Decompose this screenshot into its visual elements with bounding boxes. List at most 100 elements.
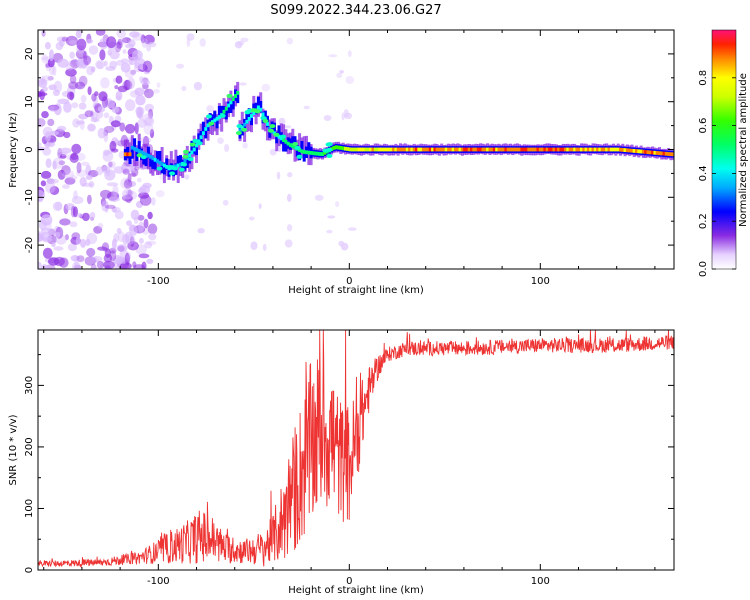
noise-blob [103, 125, 115, 134]
noise-blob [151, 197, 156, 206]
noise-blob [132, 49, 143, 61]
noise-blob [326, 229, 333, 234]
noise-blob [73, 264, 82, 269]
noise-blob [115, 75, 123, 84]
noise-blob [95, 30, 106, 36]
noise-blob [76, 255, 85, 263]
ridge-core [593, 147, 597, 152]
noise-blob [115, 91, 123, 101]
noise-blob [40, 75, 46, 85]
ridge-core [332, 146, 336, 150]
noise-blob [120, 58, 129, 64]
noise-blob [80, 161, 90, 166]
ridge-core [323, 150, 327, 155]
ridge-core [559, 147, 563, 152]
noise-blob [42, 86, 48, 92]
ridge-spark [219, 113, 226, 118]
noise-blob [122, 49, 127, 54]
noise-blob [41, 54, 48, 64]
noise-blob [143, 122, 154, 135]
noise-blob [127, 241, 139, 251]
snr-background [38, 330, 674, 570]
ridge-band [156, 151, 159, 163]
noise-blob [51, 241, 56, 248]
noise-blob [72, 262, 81, 269]
ridge-core [648, 150, 652, 155]
noise-blob [103, 260, 115, 269]
noise-blob [85, 175, 93, 180]
ridge-core [454, 147, 457, 152]
ridge-core [658, 151, 661, 156]
snr-line [38, 330, 674, 569]
noise-blob [261, 83, 271, 92]
noise-blob [100, 77, 110, 89]
ridge-core [236, 91, 240, 95]
y-tick-label: -20 [24, 237, 35, 253]
ridge-core [286, 141, 290, 146]
noise-blob [40, 264, 49, 269]
noise-blob [107, 161, 116, 169]
noise-blob [129, 90, 140, 98]
noise-blob [45, 158, 52, 169]
noise-blob [153, 89, 160, 94]
ridge-core [502, 147, 506, 152]
snr-frame [37, 329, 675, 571]
ridge-spark [296, 154, 303, 159]
noise-blob [109, 247, 117, 254]
ridge-core [291, 144, 295, 149]
noise-blob [69, 221, 78, 228]
ridge-spark [156, 166, 163, 171]
ridge-core [410, 147, 414, 152]
ridge-core [552, 147, 556, 152]
ridge-halo [146, 148, 150, 170]
ridge-band [185, 156, 189, 168]
ridge-core [376, 147, 380, 152]
noise-blob [186, 33, 195, 41]
ridge-core [655, 151, 659, 155]
ridge-core [174, 164, 178, 169]
x-tick-label: 0 [346, 576, 352, 587]
ridge-core [140, 150, 143, 155]
noise-blob [91, 255, 103, 263]
noise-blob [45, 181, 56, 194]
ridge-core [573, 147, 577, 152]
noise-blob [48, 84, 57, 91]
ridge-core [151, 156, 155, 161]
ridge-core [357, 147, 361, 152]
ridge-band [282, 140, 286, 152]
ridge-core [584, 147, 588, 152]
ridge-core [197, 139, 201, 144]
noise-blob [41, 111, 49, 119]
noise-blob [40, 214, 53, 226]
noise-blob [206, 105, 214, 113]
ridge-core [635, 149, 638, 153]
ridge-core [188, 153, 192, 158]
ridge-core [582, 147, 586, 152]
ridge-spark [169, 171, 176, 176]
noise-blob [97, 246, 108, 251]
ridge-core [639, 149, 643, 154]
ridge-band [130, 147, 134, 159]
ridge-band [256, 96, 260, 109]
ridge-band [158, 151, 162, 163]
noise-blob [108, 196, 120, 202]
ridge-band [133, 138, 137, 150]
noise-blob [69, 51, 75, 59]
ridge-band [179, 155, 182, 167]
ridge-core [568, 147, 572, 152]
noise-blob [41, 30, 46, 37]
noise-blob [124, 123, 136, 134]
noise-blob [99, 49, 106, 61]
ridge-core [309, 151, 313, 155]
noise-blob [78, 75, 88, 87]
ridge-halo [298, 133, 302, 155]
ridge-core [543, 147, 547, 152]
ridge-band [162, 162, 166, 175]
ridge-core [527, 147, 531, 152]
ridge-spark [182, 154, 189, 159]
noise-blob [64, 177, 76, 185]
ridge-core [499, 147, 503, 152]
noise-blob [156, 82, 161, 88]
x-tick-label: 100 [531, 276, 550, 287]
ridge-core [158, 160, 162, 165]
